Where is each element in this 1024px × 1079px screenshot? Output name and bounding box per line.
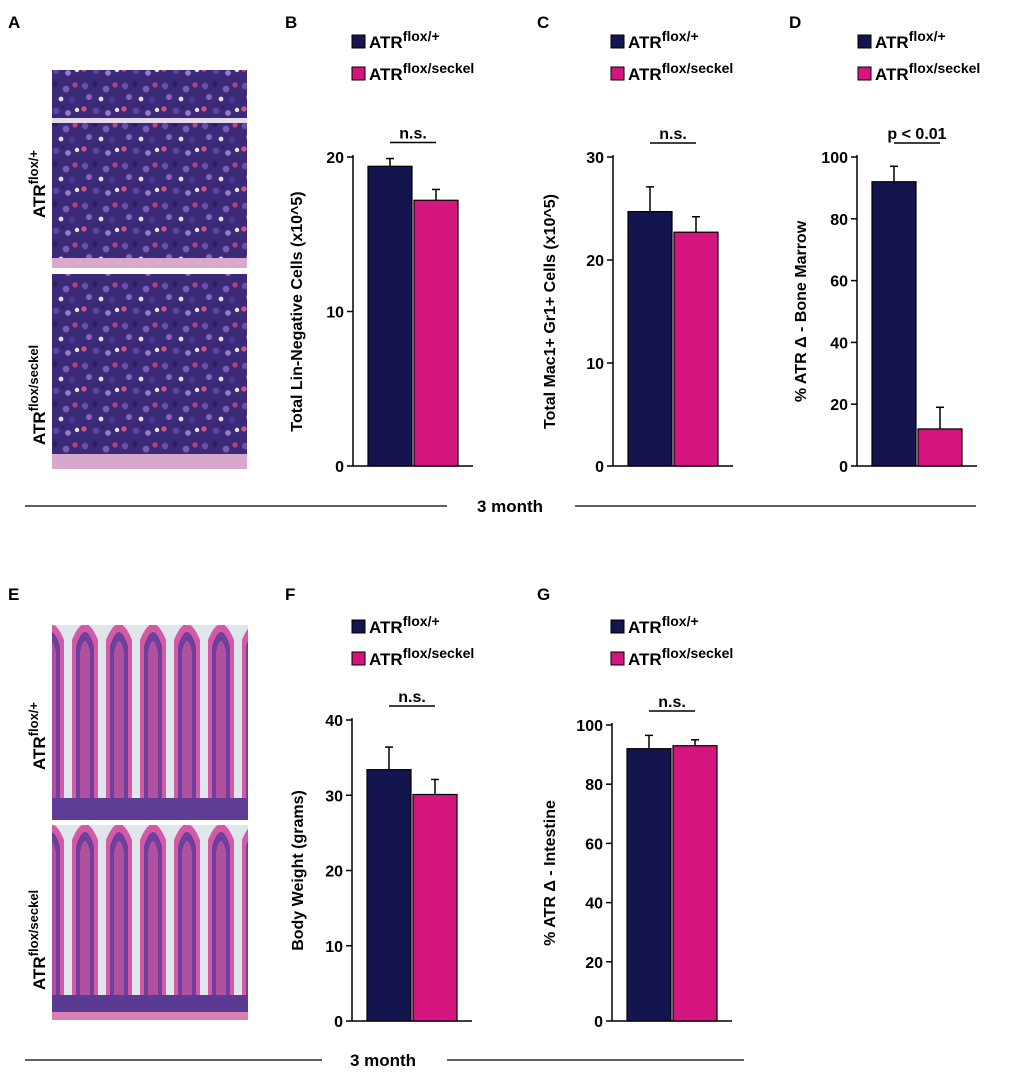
micrograph-a-top-bone-edge: [52, 118, 247, 123]
y-tick-label-c-0: 0: [595, 459, 604, 476]
bar-b-1: [413, 199, 459, 467]
chart-d: 0 20 40 60 80 100 % ATR Δ - Bone Marrow p < 0.0…: [793, 28, 980, 476]
panel-letter-d: D: [789, 13, 801, 32]
legend-swatch-g-1: [610, 651, 625, 666]
y-axis-label-g: % ATR Δ - Intestine: [542, 800, 559, 946]
panel-letter-g: G: [537, 585, 550, 604]
chart-b: 0 10 20 Total Lin-Negative Cells (x10^5) n.s…: [289, 28, 474, 476]
micrograph-a: [52, 70, 247, 469]
bar-g-1: [672, 745, 718, 1022]
y-tick-label-f-0: 0: [334, 1014, 343, 1031]
panel-letter-b: B: [285, 13, 297, 32]
bar-d-0: [871, 181, 917, 467]
y-tick-label-f-2: 20: [325, 864, 343, 881]
significance-label-d: p < 0.01: [887, 126, 946, 143]
significance-label-c: n.s.: [659, 126, 687, 143]
timepoint-label-row1: 3 month: [477, 497, 543, 516]
legend-swatch-f-0: [351, 619, 366, 634]
legend-swatch-d-0: [857, 34, 872, 49]
panel-letter-e: E: [8, 585, 19, 604]
y-tick-label-d-0: 0: [839, 459, 848, 476]
panel-letter-c: C: [537, 13, 549, 32]
y-tick-label-d-2: 40: [830, 335, 848, 352]
y-tick-label-g-4: 80: [585, 777, 603, 794]
y-axis-label-f: Body Weight (grams): [290, 790, 307, 951]
bar-charts: 0 10 20 Total Lin-Negative Cells (x10^5) n.s…: [289, 28, 980, 1031]
micrograph-a-top: [52, 70, 247, 268]
legend-swatch-c-1: [610, 66, 625, 81]
timepoint-label-row2: 3 month: [350, 1051, 416, 1070]
bar-f-1: [412, 793, 458, 1022]
y-tick-label-g-0: 0: [594, 1014, 603, 1031]
chart-c: 0 10 20 30 Total Mac1+ Gr1+ Cells (x10^5) n.s…: [542, 28, 733, 476]
legend-label-f-1: ATRflox/seckel: [369, 645, 474, 669]
legend-swatch-b-0: [351, 34, 366, 49]
y-tick-label-b-0: 0: [335, 459, 344, 476]
y-tick-label-b-2: 20: [326, 150, 344, 167]
y-tick-label-f-3: 30: [325, 788, 343, 805]
micrograph-e-top-label: ATRflox/+: [26, 702, 49, 770]
y-tick-label-g-5: 100: [576, 718, 603, 735]
y-tick-label-g-3: 60: [585, 836, 603, 853]
y-tick-label-d-3: 60: [830, 274, 848, 291]
y-tick-label-d-1: 20: [830, 397, 848, 414]
legend-label-c-1: ATRflox/seckel: [628, 60, 733, 84]
panel-letter-f: F: [285, 585, 295, 604]
chart-g: 0 20 40 60 80 100 % ATR Δ - Intestine n.s. ATRfl…: [542, 613, 733, 1031]
legend-label-d-1: ATRflox/seckel: [875, 60, 980, 84]
legend-swatch-g-0: [610, 619, 625, 634]
y-tick-label-c-2: 20: [586, 253, 604, 270]
micrograph-e-top: [52, 625, 248, 820]
y-tick-label-f-4: 40: [325, 713, 343, 730]
chart-f: 0 10 20 30 40 Body Weight (grams) n.s. ATRflox/…: [290, 613, 474, 1031]
bar-f-0: [366, 769, 412, 1022]
significance-label-g: n.s.: [658, 694, 686, 711]
panel-letter-a: A: [8, 13, 20, 32]
legend-label-b-0: ATRflox/+: [369, 28, 440, 52]
legend-label-d-0: ATRflox/+: [875, 28, 946, 52]
y-tick-label-f-1: 10: [325, 939, 343, 956]
micrograph-a-bottom-bone-edge: [52, 454, 247, 469]
micrograph-a-bottom-label: ATRflox/seckel: [26, 345, 49, 445]
legend-swatch-b-1: [351, 66, 366, 81]
legend-swatch-d-1: [857, 66, 872, 81]
bar-g-0: [626, 748, 672, 1022]
bar-c-1: [673, 231, 719, 467]
legend-label-g-1: ATRflox/seckel: [628, 645, 733, 669]
y-tick-label-c-1: 10: [586, 356, 604, 373]
legend-label-c-0: ATRflox/+: [628, 28, 699, 52]
micrograph-a-top-bone-bottom: [52, 258, 247, 268]
bar-d-1: [917, 428, 963, 467]
bar-c-0: [627, 210, 673, 467]
legend-label-g-0: ATRflox/+: [628, 613, 699, 637]
y-axis-label-b: Total Lin-Negative Cells (x10^5): [289, 191, 306, 431]
y-axis-label-c: Total Mac1+ Gr1+ Cells (x10^5): [542, 194, 559, 429]
legend-label-f-0: ATRflox/+: [369, 613, 440, 637]
bar-b-0: [367, 165, 413, 467]
micrograph-e-top-crypts: [52, 798, 248, 820]
legend-swatch-c-0: [610, 34, 625, 49]
y-tick-label-g-1: 20: [585, 955, 603, 972]
y-tick-label-d-4: 80: [830, 212, 848, 229]
significance-label-f: n.s.: [398, 689, 426, 706]
y-tick-label-g-2: 40: [585, 896, 603, 913]
micrograph-e-bottom-muscle: [52, 1012, 248, 1020]
y-tick-label-d-5: 100: [821, 150, 848, 167]
y-tick-label-c-3: 30: [586, 150, 604, 167]
significance-label-b: n.s.: [399, 126, 427, 143]
micrograph-a-bottom: [52, 274, 247, 469]
legend-swatch-f-1: [351, 651, 366, 666]
micrograph-e-bottom: [52, 825, 248, 1020]
y-tick-label-b-1: 10: [326, 305, 344, 322]
legend-label-b-1: ATRflox/seckel: [369, 60, 474, 84]
micrograph-e: [52, 625, 248, 1020]
y-axis-label-d: % ATR Δ - Bone Marrow: [793, 220, 810, 402]
micrograph-e-bottom-label: ATRflox/seckel: [26, 890, 49, 990]
micrograph-a-top-label: ATRflox/+: [26, 150, 49, 218]
